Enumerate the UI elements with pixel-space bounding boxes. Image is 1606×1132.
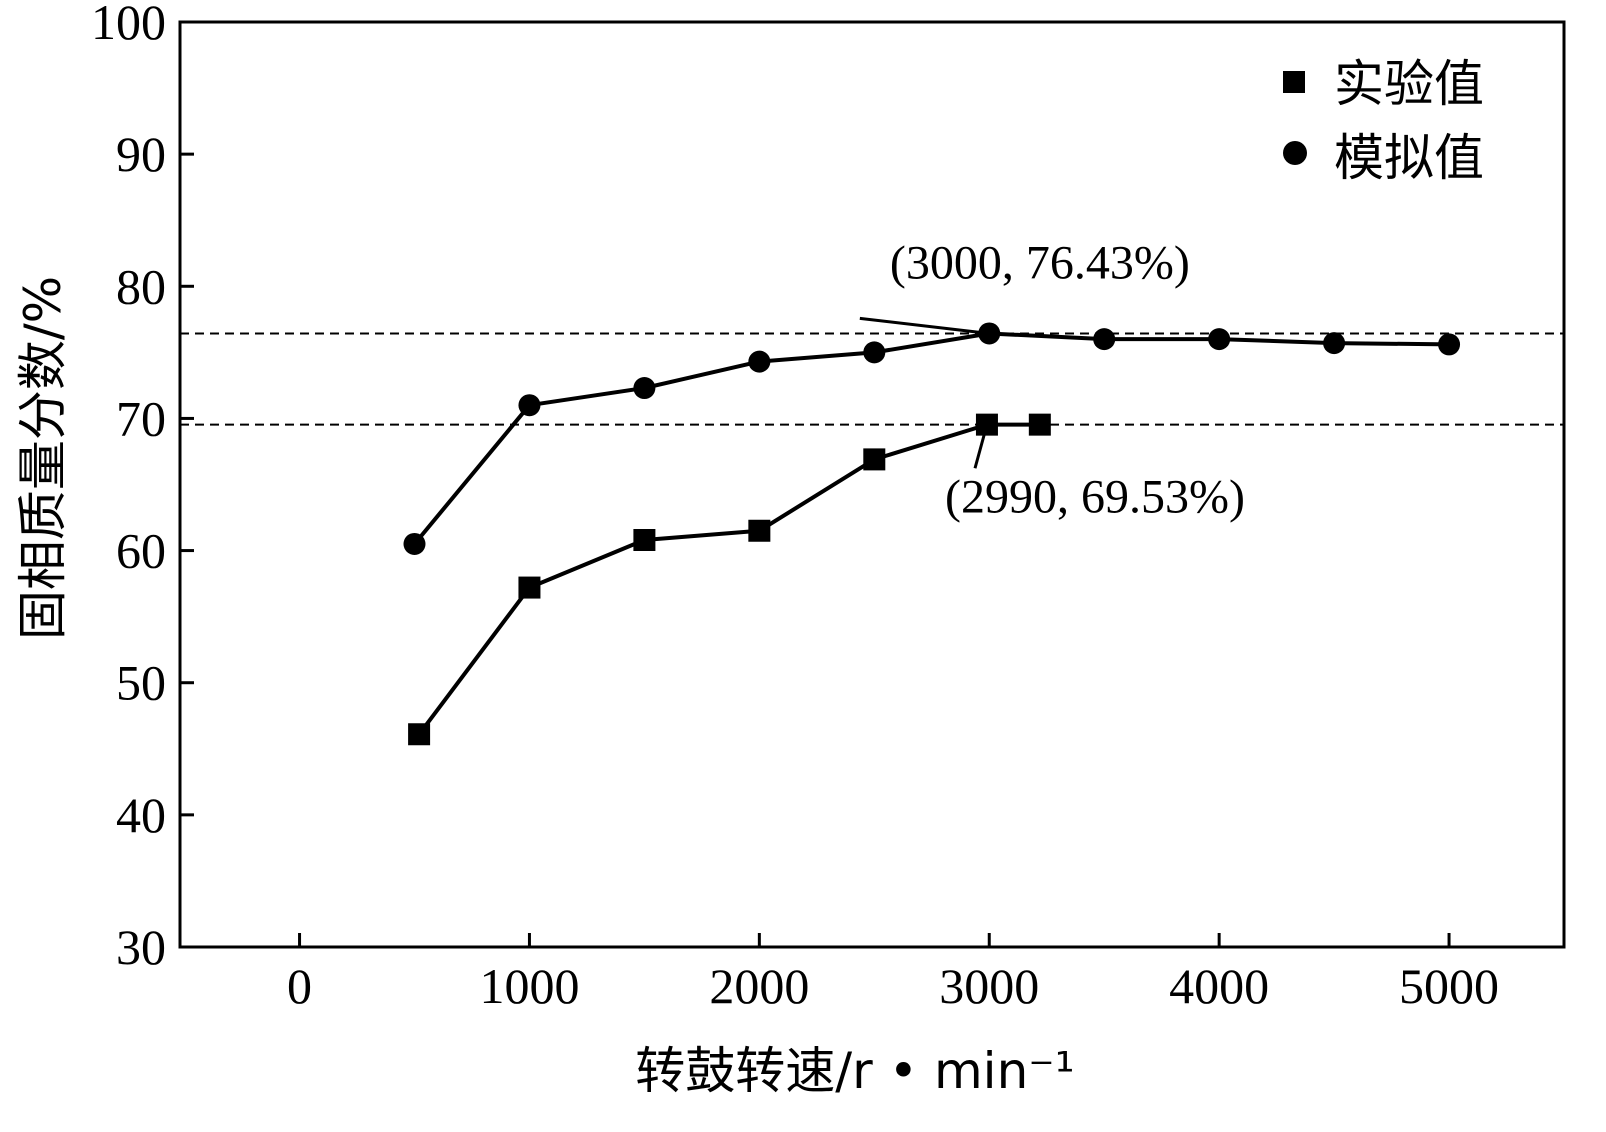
data-point-square (408, 723, 431, 746)
y-tick-label: 30 (116, 919, 166, 975)
y-tick-label: 50 (116, 655, 166, 711)
y-tick-label: 40 (116, 787, 166, 843)
data-point-circle (518, 394, 541, 417)
plot-frame (178, 20, 1566, 949)
annotations: (3000, 76.43%) (2990, 69.53%) (859, 236, 1245, 523)
data-point-square (633, 529, 656, 551)
y-tick-label: 80 (116, 258, 166, 314)
y-tick-label: 70 (116, 390, 166, 446)
y-tick-label: 100 (91, 0, 166, 50)
annotation-leader (859, 316, 990, 335)
data-point-circle (403, 532, 426, 555)
x-tick-label: 4000 (1169, 958, 1269, 1014)
data-point-circle (1093, 328, 1116, 351)
legend: 实验值 模拟值 (1283, 55, 1484, 187)
data-point-circle (1208, 328, 1231, 351)
y-tick-label: 60 (116, 523, 166, 579)
annotation-label: (3000, 76.43%) (890, 236, 1190, 289)
x-tick-label: 3000 (939, 958, 1039, 1014)
data-point-square (1028, 413, 1051, 436)
legend-label-simulated: 模拟值 (1334, 129, 1484, 187)
data-point-square (863, 448, 886, 471)
series-layer (403, 322, 1461, 746)
series-line-1 (412, 331, 1450, 546)
y-axis: 30 40 50 60 70 80 90 100 (91, 0, 194, 975)
y-tick-label: 90 (116, 126, 166, 182)
data-point-circle (1438, 333, 1461, 356)
reference-lines (180, 332, 1564, 426)
x-axis-label: 转鼓转速/r • min⁻¹ (635, 1042, 1074, 1100)
legend-marker-circle (1283, 141, 1307, 165)
x-tick-label: 5000 (1399, 958, 1499, 1014)
x-tick-label: 2000 (709, 958, 809, 1014)
annotation-label: (2990, 69.53%) (945, 470, 1245, 523)
x-axis: 0 1000 2000 3000 4000 5000 (287, 933, 1499, 1014)
x-tick-label: 1000 (479, 958, 579, 1014)
legend-marker-square (1283, 71, 1305, 93)
x-tick-label: 0 (287, 958, 312, 1014)
data-point-circle (863, 341, 886, 364)
legend-label-experimental: 实验值 (1334, 55, 1484, 113)
data-point-circle (633, 377, 656, 400)
annotation-leader (973, 424, 989, 469)
data-point-square (748, 519, 771, 542)
y-axis-label: 固相质量分数/% (14, 276, 72, 640)
data-point-square (518, 576, 541, 599)
data-point-circle (1323, 332, 1346, 355)
data-point-circle (748, 350, 771, 373)
